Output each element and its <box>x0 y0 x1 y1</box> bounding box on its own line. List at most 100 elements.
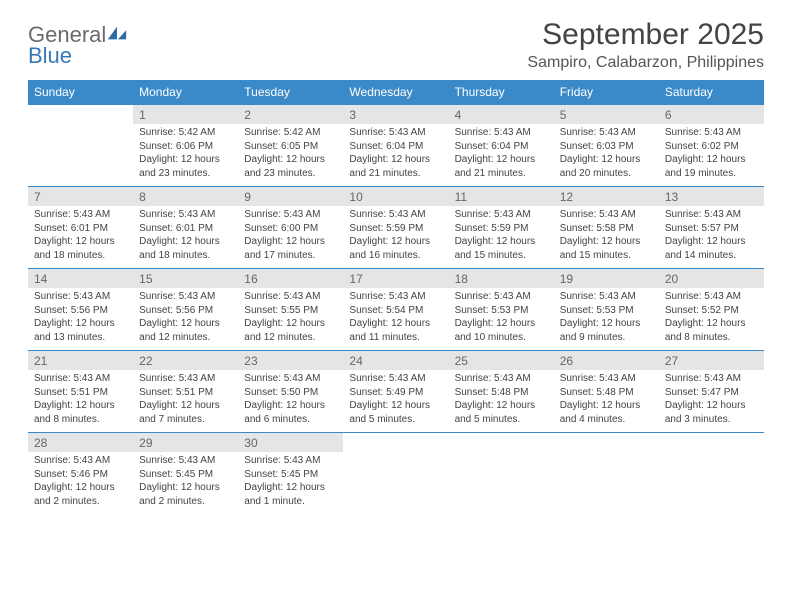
day-number: 12 <box>560 190 573 204</box>
day-number: 28 <box>34 436 47 450</box>
sunset-text: Sunset: 5:52 PM <box>665 304 758 318</box>
sunrise-text: Sunrise: 5:43 AM <box>560 290 653 304</box>
day-info-cell: Sunrise: 5:42 AMSunset: 6:06 PMDaylight:… <box>133 124 238 187</box>
sunrise-text: Sunrise: 5:42 AM <box>139 126 232 140</box>
sunrise-text: Sunrise: 5:43 AM <box>665 290 758 304</box>
page: General Blue September 2025 Sampiro, Cal… <box>0 0 792 524</box>
sunset-text: Sunset: 6:00 PM <box>244 222 337 236</box>
day-number: 15 <box>139 272 152 286</box>
daylight-text: Daylight: 12 hours and 16 minutes. <box>349 235 442 262</box>
day-number-cell: 23 <box>238 351 343 371</box>
daylight-text: Daylight: 12 hours and 12 minutes. <box>244 317 337 344</box>
daylight-text: Daylight: 12 hours and 11 minutes. <box>349 317 442 344</box>
day-info-cell: Sunrise: 5:43 AMSunset: 5:48 PMDaylight:… <box>449 370 554 433</box>
day-info-cell: Sunrise: 5:43 AMSunset: 6:03 PMDaylight:… <box>554 124 659 187</box>
day-number: 4 <box>455 108 462 122</box>
day-number: 23 <box>244 354 257 368</box>
day-number: 24 <box>349 354 362 368</box>
sunrise-text: Sunrise: 5:43 AM <box>560 208 653 222</box>
daylight-text: Daylight: 12 hours and 21 minutes. <box>455 153 548 180</box>
day-number-cell <box>659 433 764 453</box>
sunset-text: Sunset: 5:58 PM <box>560 222 653 236</box>
day-number: 13 <box>665 190 678 204</box>
day-number-cell: 21 <box>28 351 133 371</box>
daylight-text: Daylight: 12 hours and 13 minutes. <box>34 317 127 344</box>
day-number-cell: 25 <box>449 351 554 371</box>
daylight-text: Daylight: 12 hours and 3 minutes. <box>665 399 758 426</box>
daylight-text: Daylight: 12 hours and 9 minutes. <box>560 317 653 344</box>
daylight-text: Daylight: 12 hours and 5 minutes. <box>349 399 442 426</box>
day-number: 9 <box>244 190 251 204</box>
day-number-cell: 28 <box>28 433 133 453</box>
day-number: 26 <box>560 354 573 368</box>
sunrise-text: Sunrise: 5:43 AM <box>455 208 548 222</box>
sunset-text: Sunset: 5:53 PM <box>455 304 548 318</box>
day-info-cell: Sunrise: 5:43 AMSunset: 5:48 PMDaylight:… <box>554 370 659 433</box>
day-number: 14 <box>34 272 47 286</box>
sunset-text: Sunset: 5:47 PM <box>665 386 758 400</box>
sunrise-text: Sunrise: 5:43 AM <box>139 290 232 304</box>
day-number-cell: 9 <box>238 187 343 207</box>
sail-icon <box>106 24 128 42</box>
day-number-cell: 2 <box>238 105 343 125</box>
sunrise-text: Sunrise: 5:43 AM <box>455 372 548 386</box>
day-number-cell: 12 <box>554 187 659 207</box>
location-subtitle: Sampiro, Calabarzon, Philippines <box>527 54 764 72</box>
day-info-cell: Sunrise: 5:43 AMSunset: 6:04 PMDaylight:… <box>449 124 554 187</box>
sunrise-text: Sunrise: 5:43 AM <box>560 126 653 140</box>
day-info-cell: Sunrise: 5:43 AMSunset: 5:53 PMDaylight:… <box>449 288 554 351</box>
day-number-cell <box>28 105 133 125</box>
day-number-cell: 24 <box>343 351 448 371</box>
sunset-text: Sunset: 5:56 PM <box>139 304 232 318</box>
daylight-text: Daylight: 12 hours and 17 minutes. <box>244 235 337 262</box>
sunset-text: Sunset: 5:51 PM <box>139 386 232 400</box>
sunrise-text: Sunrise: 5:43 AM <box>34 208 127 222</box>
sunset-text: Sunset: 6:01 PM <box>139 222 232 236</box>
day-number: 1 <box>139 108 146 122</box>
sunset-text: Sunset: 5:45 PM <box>244 468 337 482</box>
brand-text: General Blue <box>28 24 128 67</box>
day-number: 17 <box>349 272 362 286</box>
sunset-text: Sunset: 6:03 PM <box>560 140 653 154</box>
title-block: September 2025 Sampiro, Calabarzon, Phil… <box>527 18 764 72</box>
day-number-cell: 4 <box>449 105 554 125</box>
sunset-text: Sunset: 5:50 PM <box>244 386 337 400</box>
sunset-text: Sunset: 6:04 PM <box>455 140 548 154</box>
day-info-cell: Sunrise: 5:43 AMSunset: 5:53 PMDaylight:… <box>554 288 659 351</box>
daylight-text: Daylight: 12 hours and 19 minutes. <box>665 153 758 180</box>
day-number: 3 <box>349 108 356 122</box>
day-info-cell <box>343 452 448 514</box>
day-number-cell: 13 <box>659 187 764 207</box>
day-number: 2 <box>244 108 251 122</box>
header: General Blue September 2025 Sampiro, Cal… <box>28 18 764 72</box>
day-number: 16 <box>244 272 257 286</box>
day-info-cell: Sunrise: 5:43 AMSunset: 6:02 PMDaylight:… <box>659 124 764 187</box>
day-number-cell <box>449 433 554 453</box>
weekday-header: Thursday <box>449 80 554 105</box>
day-info-cell <box>659 452 764 514</box>
weekday-header: Friday <box>554 80 659 105</box>
daylight-text: Daylight: 12 hours and 15 minutes. <box>560 235 653 262</box>
day-info-cell: Sunrise: 5:43 AMSunset: 5:47 PMDaylight:… <box>659 370 764 433</box>
weekday-header: Sunday <box>28 80 133 105</box>
weekday-header: Wednesday <box>343 80 448 105</box>
day-number: 8 <box>139 190 146 204</box>
daylight-text: Daylight: 12 hours and 1 minute. <box>244 481 337 508</box>
day-number: 11 <box>455 190 467 204</box>
day-number-cell: 6 <box>659 105 764 125</box>
sunrise-text: Sunrise: 5:43 AM <box>244 290 337 304</box>
daylight-text: Daylight: 12 hours and 4 minutes. <box>560 399 653 426</box>
day-info-cell <box>28 124 133 187</box>
day-number: 7 <box>34 190 41 204</box>
sunset-text: Sunset: 5:45 PM <box>139 468 232 482</box>
sunset-text: Sunset: 6:06 PM <box>139 140 232 154</box>
daylight-text: Daylight: 12 hours and 6 minutes. <box>244 399 337 426</box>
day-number-cell: 26 <box>554 351 659 371</box>
sunset-text: Sunset: 5:54 PM <box>349 304 442 318</box>
sunrise-text: Sunrise: 5:43 AM <box>34 290 127 304</box>
day-number-cell: 8 <box>133 187 238 207</box>
day-number: 10 <box>349 190 362 204</box>
sunrise-text: Sunrise: 5:43 AM <box>244 208 337 222</box>
sunset-text: Sunset: 5:57 PM <box>665 222 758 236</box>
sunrise-text: Sunrise: 5:43 AM <box>455 290 548 304</box>
